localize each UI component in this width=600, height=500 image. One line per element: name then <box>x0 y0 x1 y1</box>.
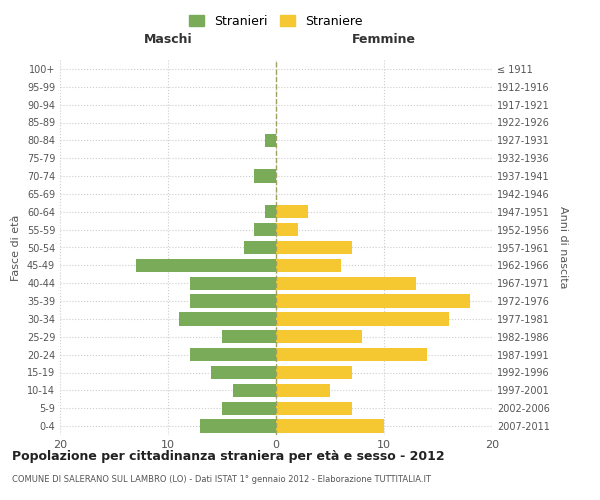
Bar <box>265 134 276 147</box>
Text: Femmine: Femmine <box>352 32 416 46</box>
Bar <box>276 312 449 326</box>
Bar <box>222 330 276 344</box>
Bar <box>265 205 276 218</box>
Text: Maschi: Maschi <box>143 32 193 46</box>
Text: Popolazione per cittadinanza straniera per età e sesso - 2012: Popolazione per cittadinanza straniera p… <box>12 450 445 463</box>
Bar <box>276 384 330 397</box>
Bar <box>276 294 470 308</box>
Bar <box>233 384 276 397</box>
Legend: Stranieri, Straniere: Stranieri, Straniere <box>185 11 367 32</box>
Bar <box>254 223 276 236</box>
Bar <box>190 276 276 290</box>
Bar <box>222 402 276 415</box>
Bar <box>276 348 427 362</box>
Text: COMUNE DI SALERANO SUL LAMBRO (LO) - Dati ISTAT 1° gennaio 2012 - Elaborazione T: COMUNE DI SALERANO SUL LAMBRO (LO) - Dat… <box>12 475 431 484</box>
Bar <box>211 366 276 379</box>
Y-axis label: Anni di nascita: Anni di nascita <box>558 206 568 289</box>
Bar <box>276 366 352 379</box>
Bar <box>276 330 362 344</box>
Bar <box>276 276 416 290</box>
Bar <box>244 241 276 254</box>
Bar <box>190 348 276 362</box>
Bar <box>200 420 276 433</box>
Bar <box>276 420 384 433</box>
Bar <box>276 402 352 415</box>
Bar <box>276 241 352 254</box>
Bar <box>276 223 298 236</box>
Bar <box>254 170 276 183</box>
Bar <box>276 205 308 218</box>
Bar <box>190 294 276 308</box>
Bar <box>136 258 276 272</box>
Bar <box>276 258 341 272</box>
Y-axis label: Fasce di età: Fasce di età <box>11 214 21 280</box>
Bar <box>179 312 276 326</box>
